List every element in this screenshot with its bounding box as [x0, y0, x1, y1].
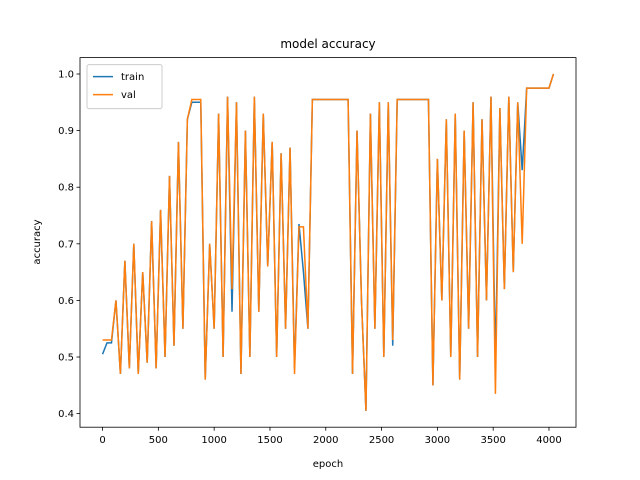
- chart-title: model accuracy: [280, 37, 375, 51]
- x-tick-label: 1000: [201, 435, 226, 446]
- x-tick-label: 0: [99, 435, 105, 446]
- x-tick-label: 2500: [369, 435, 394, 446]
- legend: train val: [86, 64, 163, 110]
- legend-label: train: [121, 72, 144, 83]
- y-tick-label: 0.7: [58, 239, 74, 250]
- x-tick-label: 4000: [536, 435, 561, 446]
- legend-box: [86, 64, 163, 110]
- x-tick-label: 2000: [313, 435, 338, 446]
- line-series: [102, 73, 555, 411]
- y-tick-label: 0.4: [58, 409, 74, 420]
- y-tick-label: 0.6: [58, 296, 74, 307]
- x-tick-label: 500: [149, 435, 168, 446]
- y-tick-label: 0.8: [58, 183, 74, 194]
- y-tick-label: 0.9: [58, 126, 74, 137]
- y-tick-label: 0.5: [58, 353, 74, 364]
- plot-frame: [79, 57, 577, 428]
- y-axis-label: accuracy: [32, 219, 43, 264]
- x-tick-label: 1500: [257, 435, 282, 446]
- legend-label: val: [121, 90, 136, 101]
- y-tick-label: 1.0: [58, 70, 74, 81]
- x-tick-label: 3500: [480, 435, 505, 446]
- x-tick-label: 3000: [425, 435, 450, 446]
- x-axis-label: epoch: [313, 459, 343, 470]
